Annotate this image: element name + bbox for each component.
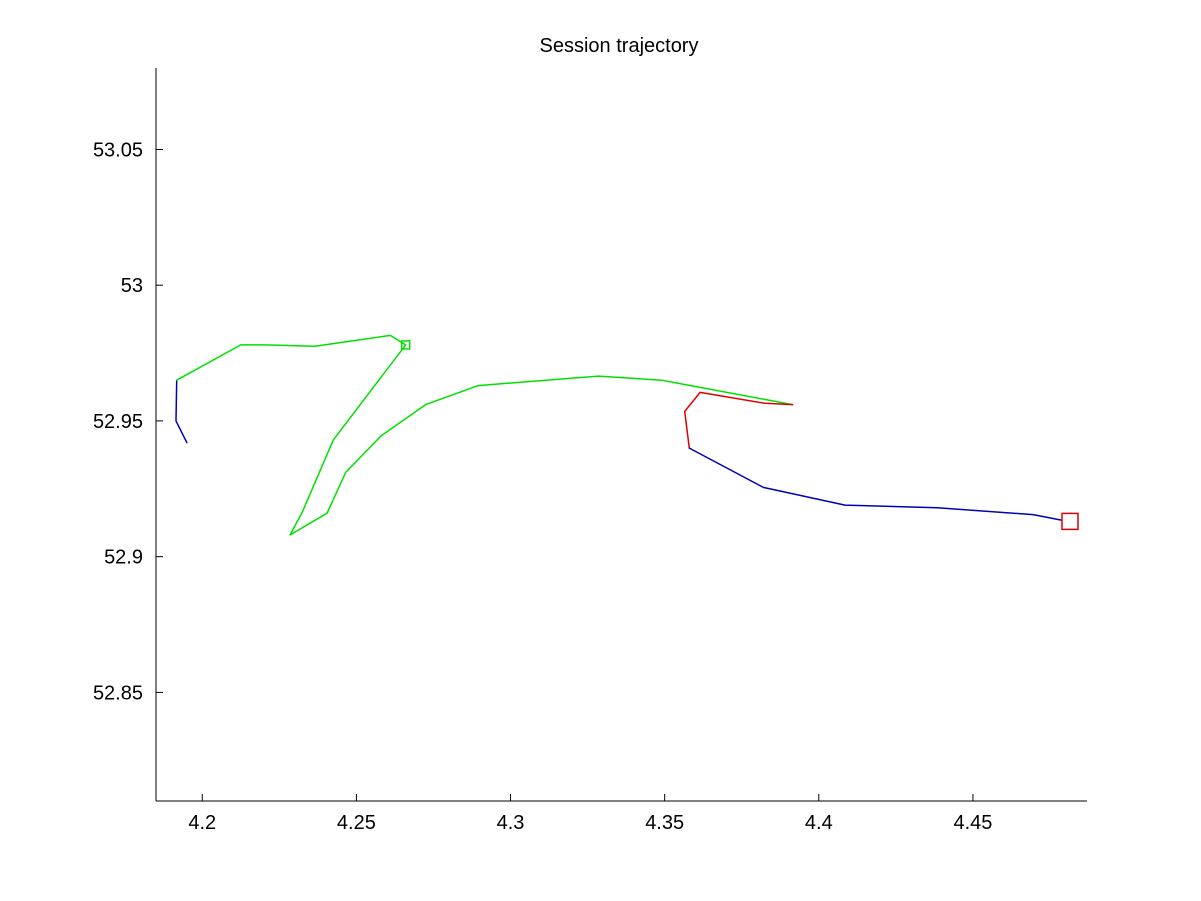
trajectory-segment-1 [175, 379, 188, 444]
y-ticks: 52.85 52.9 52.95 53 53.05 [93, 139, 163, 704]
trajectory-segment-3 [683, 391, 794, 449]
series-layer [175, 334, 1062, 536]
x-tick-label: 4.35 [645, 812, 684, 834]
x-tick-label: 4.2 [188, 812, 216, 834]
end-marker [1061, 512, 1079, 531]
x-tick-label: 4.25 [337, 812, 376, 834]
y-tick-label: 53 [121, 275, 143, 297]
y-tick-label: 52.95 [93, 411, 143, 433]
marker-layer [400, 340, 1079, 531]
y-tick-label: 52.85 [93, 682, 143, 704]
x-tick-label: 4.4 [805, 812, 833, 834]
x-tick-label: 4.45 [953, 812, 992, 834]
trajectory-segment-2 [175, 334, 794, 536]
chart-title: Session trajectory [540, 35, 699, 57]
y-tick-label: 52.9 [104, 547, 143, 569]
axes [155, 68, 1087, 802]
y-tick-label: 53.05 [93, 139, 143, 161]
trajectory-segment-4 [688, 447, 1062, 521]
x-ticks: 4.2 4.25 4.3 4.35 4.4 4.45 [188, 794, 992, 834]
x-tick-label: 4.3 [497, 812, 525, 834]
start-marker [400, 340, 411, 350]
